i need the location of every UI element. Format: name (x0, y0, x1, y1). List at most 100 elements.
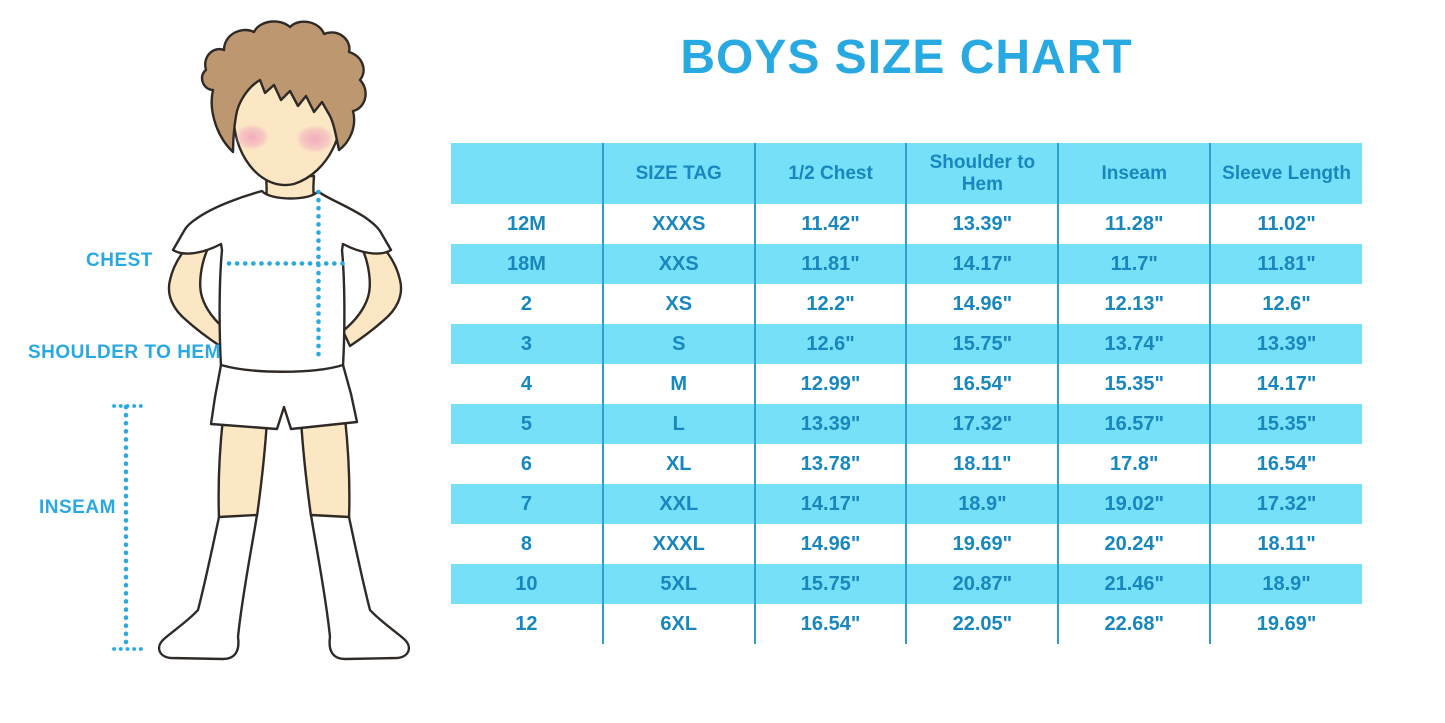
blush-left (235, 124, 269, 150)
size-tag-cell: XXXL (601, 524, 755, 564)
size-tag-cell: L (601, 404, 755, 444)
inseam-cell: 19.02" (1057, 484, 1211, 524)
sleeve-length-cell: 19.69" (1209, 604, 1362, 644)
table-row: 12 6XL 16.54" 22.05" 22.68" 19.69" (451, 604, 1362, 644)
shorts (209, 363, 359, 431)
page-title: BOYS SIZE CHART (680, 31, 1133, 84)
table-row: 3 S 12.6" 15.75" 13.74" 13.39" (451, 324, 1362, 364)
table-row: 18M XXS 11.81" 14.17" 11.7" 11.81" (451, 244, 1362, 284)
blush-right (296, 125, 334, 153)
table-row: 4 M 12.99" 16.54" 15.35" 14.17" (451, 364, 1362, 404)
size-cell: 12M (506, 212, 546, 235)
half-chest-cell: 14.96" (753, 524, 907, 564)
left-arm (167, 234, 229, 348)
half-chest-cell: 12.6" (753, 324, 907, 364)
size-cell: 2 (520, 292, 532, 315)
right-arm (341, 234, 403, 348)
boy-illustration (112, 20, 411, 661)
shoulder-to-hem-cell: 14.17" (905, 244, 1059, 284)
size-cell: 6 (520, 452, 532, 475)
sleeve-length-cell: 13.39" (1209, 324, 1362, 364)
shoulder-to-hem-cell: 22.05" (905, 604, 1059, 644)
table-row: 8 XXXL 14.96" 19.69" 20.24" 18.11" (451, 524, 1362, 564)
table-row: 6 XL 13.78" 18.11" 17.8" 16.54" (451, 444, 1362, 484)
shoulder-to-hem-cell: 15.75" (905, 324, 1059, 364)
hair (200, 20, 367, 154)
left-leg (217, 416, 269, 520)
shoulder-to-hem-cell: 18.9" (905, 484, 1059, 524)
inseam-label: INSEAM (39, 497, 116, 518)
inseam-cell: 16.57" (1057, 404, 1211, 444)
sleeve-length-cell: 11.02" (1209, 204, 1362, 244)
table-header: SIZE TAG 1/2 Chest Shoulder to Hem Insea… (451, 143, 1362, 204)
size-tag-cell: M (601, 364, 755, 404)
half-chest-cell: 16.54" (753, 604, 907, 644)
size-tag-cell: XXS (601, 244, 755, 284)
shoulder-to-hem-cell: 20.87" (905, 564, 1059, 604)
table-body: 12M XXXS 11.42" 13.39" 11.28" 11.02" 18M… (451, 204, 1362, 644)
table-row: 7 XXL 14.17" 18.9" 19.02" 17.32" (451, 484, 1362, 524)
col-header-inseam: Inseam (1057, 143, 1211, 204)
col-header-size-tag: SIZE TAG (601, 143, 755, 204)
right-leg (299, 416, 351, 520)
shoulder-to-hem-cell: 17.32" (905, 404, 1059, 444)
shoulder-to-hem-cell: 13.39" (905, 204, 1059, 244)
figure-area: CHEST SHOULDER TO HEM INSEAM (0, 0, 450, 723)
size-tag-cell: 5XL (601, 564, 755, 604)
table-row: 12M XXXS 11.42" 13.39" 11.28" 11.02" (451, 204, 1362, 244)
right-sock (309, 513, 411, 661)
inseam-cell: 20.24" (1057, 524, 1211, 564)
shoulder-to-hem-cell: 16.54" (905, 364, 1059, 404)
size-tag-cell: XXXS (601, 204, 755, 244)
header-row: SIZE TAG 1/2 Chest Shoulder to Hem Insea… (451, 143, 1362, 204)
size-cell: 18M (451, 244, 603, 284)
sleeve-length-cell: 17.32" (1209, 484, 1362, 524)
shoulder-to-hem-cell: 18.11" (905, 444, 1059, 484)
sleeve-length-cell: 18.9" (1209, 564, 1362, 604)
half-chest-cell: 12.2" (753, 284, 907, 324)
size-tag-cell: XXL (601, 484, 755, 524)
col-header-size (451, 143, 603, 204)
sleeve-length-cell: 18.11" (1209, 524, 1362, 564)
shoulder-to-hem-cell: 14.96" (905, 284, 1059, 324)
inseam-cell: 13.74" (1057, 324, 1211, 364)
sleeve-length-cell: 16.54" (1209, 444, 1362, 484)
size-cell: 12 (515, 612, 538, 635)
sleeve-length-cell: 14.17" (1209, 364, 1362, 404)
sleeve-length-cell: 11.81" (1209, 244, 1362, 284)
inseam-cell: 15.35" (1057, 364, 1211, 404)
sleeve-length-cell: 15.35" (1209, 404, 1362, 444)
half-chest-cell: 11.81" (753, 244, 907, 284)
inseam-cell: 22.68" (1057, 604, 1211, 644)
col-header-sleeve-length: Sleeve Length (1209, 143, 1362, 204)
table-row: 5 L 13.39" 17.32" 16.57" 15.35" (451, 404, 1362, 444)
inseam-cell: 12.13" (1057, 284, 1211, 324)
half-chest-cell: 13.78" (753, 444, 907, 484)
size-table: SIZE TAG 1/2 Chest Shoulder to Hem Insea… (451, 143, 1362, 644)
inseam-cell: 21.46" (1057, 564, 1211, 604)
size-cell: 7 (451, 484, 603, 524)
half-chest-cell: 15.75" (753, 564, 907, 604)
size-tag-cell: S (601, 324, 755, 364)
shoulder-to-hem-cell: 19.69" (905, 524, 1059, 564)
inseam-cell: 11.28" (1057, 204, 1211, 244)
size-cell: 4 (520, 372, 532, 395)
table-row: 2 XS 12.2" 14.96" 12.13" 12.6" (451, 284, 1362, 324)
size-cell: 5 (451, 404, 603, 444)
col-header-shoulder-to-hem: Shoulder to Hem (905, 143, 1059, 204)
sleeve-length-cell: 12.6" (1209, 284, 1362, 324)
half-chest-cell: 14.17" (753, 484, 907, 524)
size-tag-cell: 6XL (601, 604, 755, 644)
inseam-cell: 17.8" (1057, 444, 1211, 484)
table-row: 10 5XL 15.75" 20.87" 21.46" 18.9" (451, 564, 1362, 604)
half-chest-cell: 12.99" (753, 364, 907, 404)
size-tag-cell: XL (601, 444, 755, 484)
chest-label: CHEST (86, 250, 153, 271)
shoulder-to-hem-label: SHOULDER TO HEM (28, 342, 221, 363)
size-cell: 8 (520, 532, 532, 555)
size-tag-cell: XS (601, 284, 755, 324)
size-cell: 10 (451, 564, 603, 604)
inseam-cell: 11.7" (1057, 244, 1211, 284)
size-cell: 3 (451, 324, 603, 364)
